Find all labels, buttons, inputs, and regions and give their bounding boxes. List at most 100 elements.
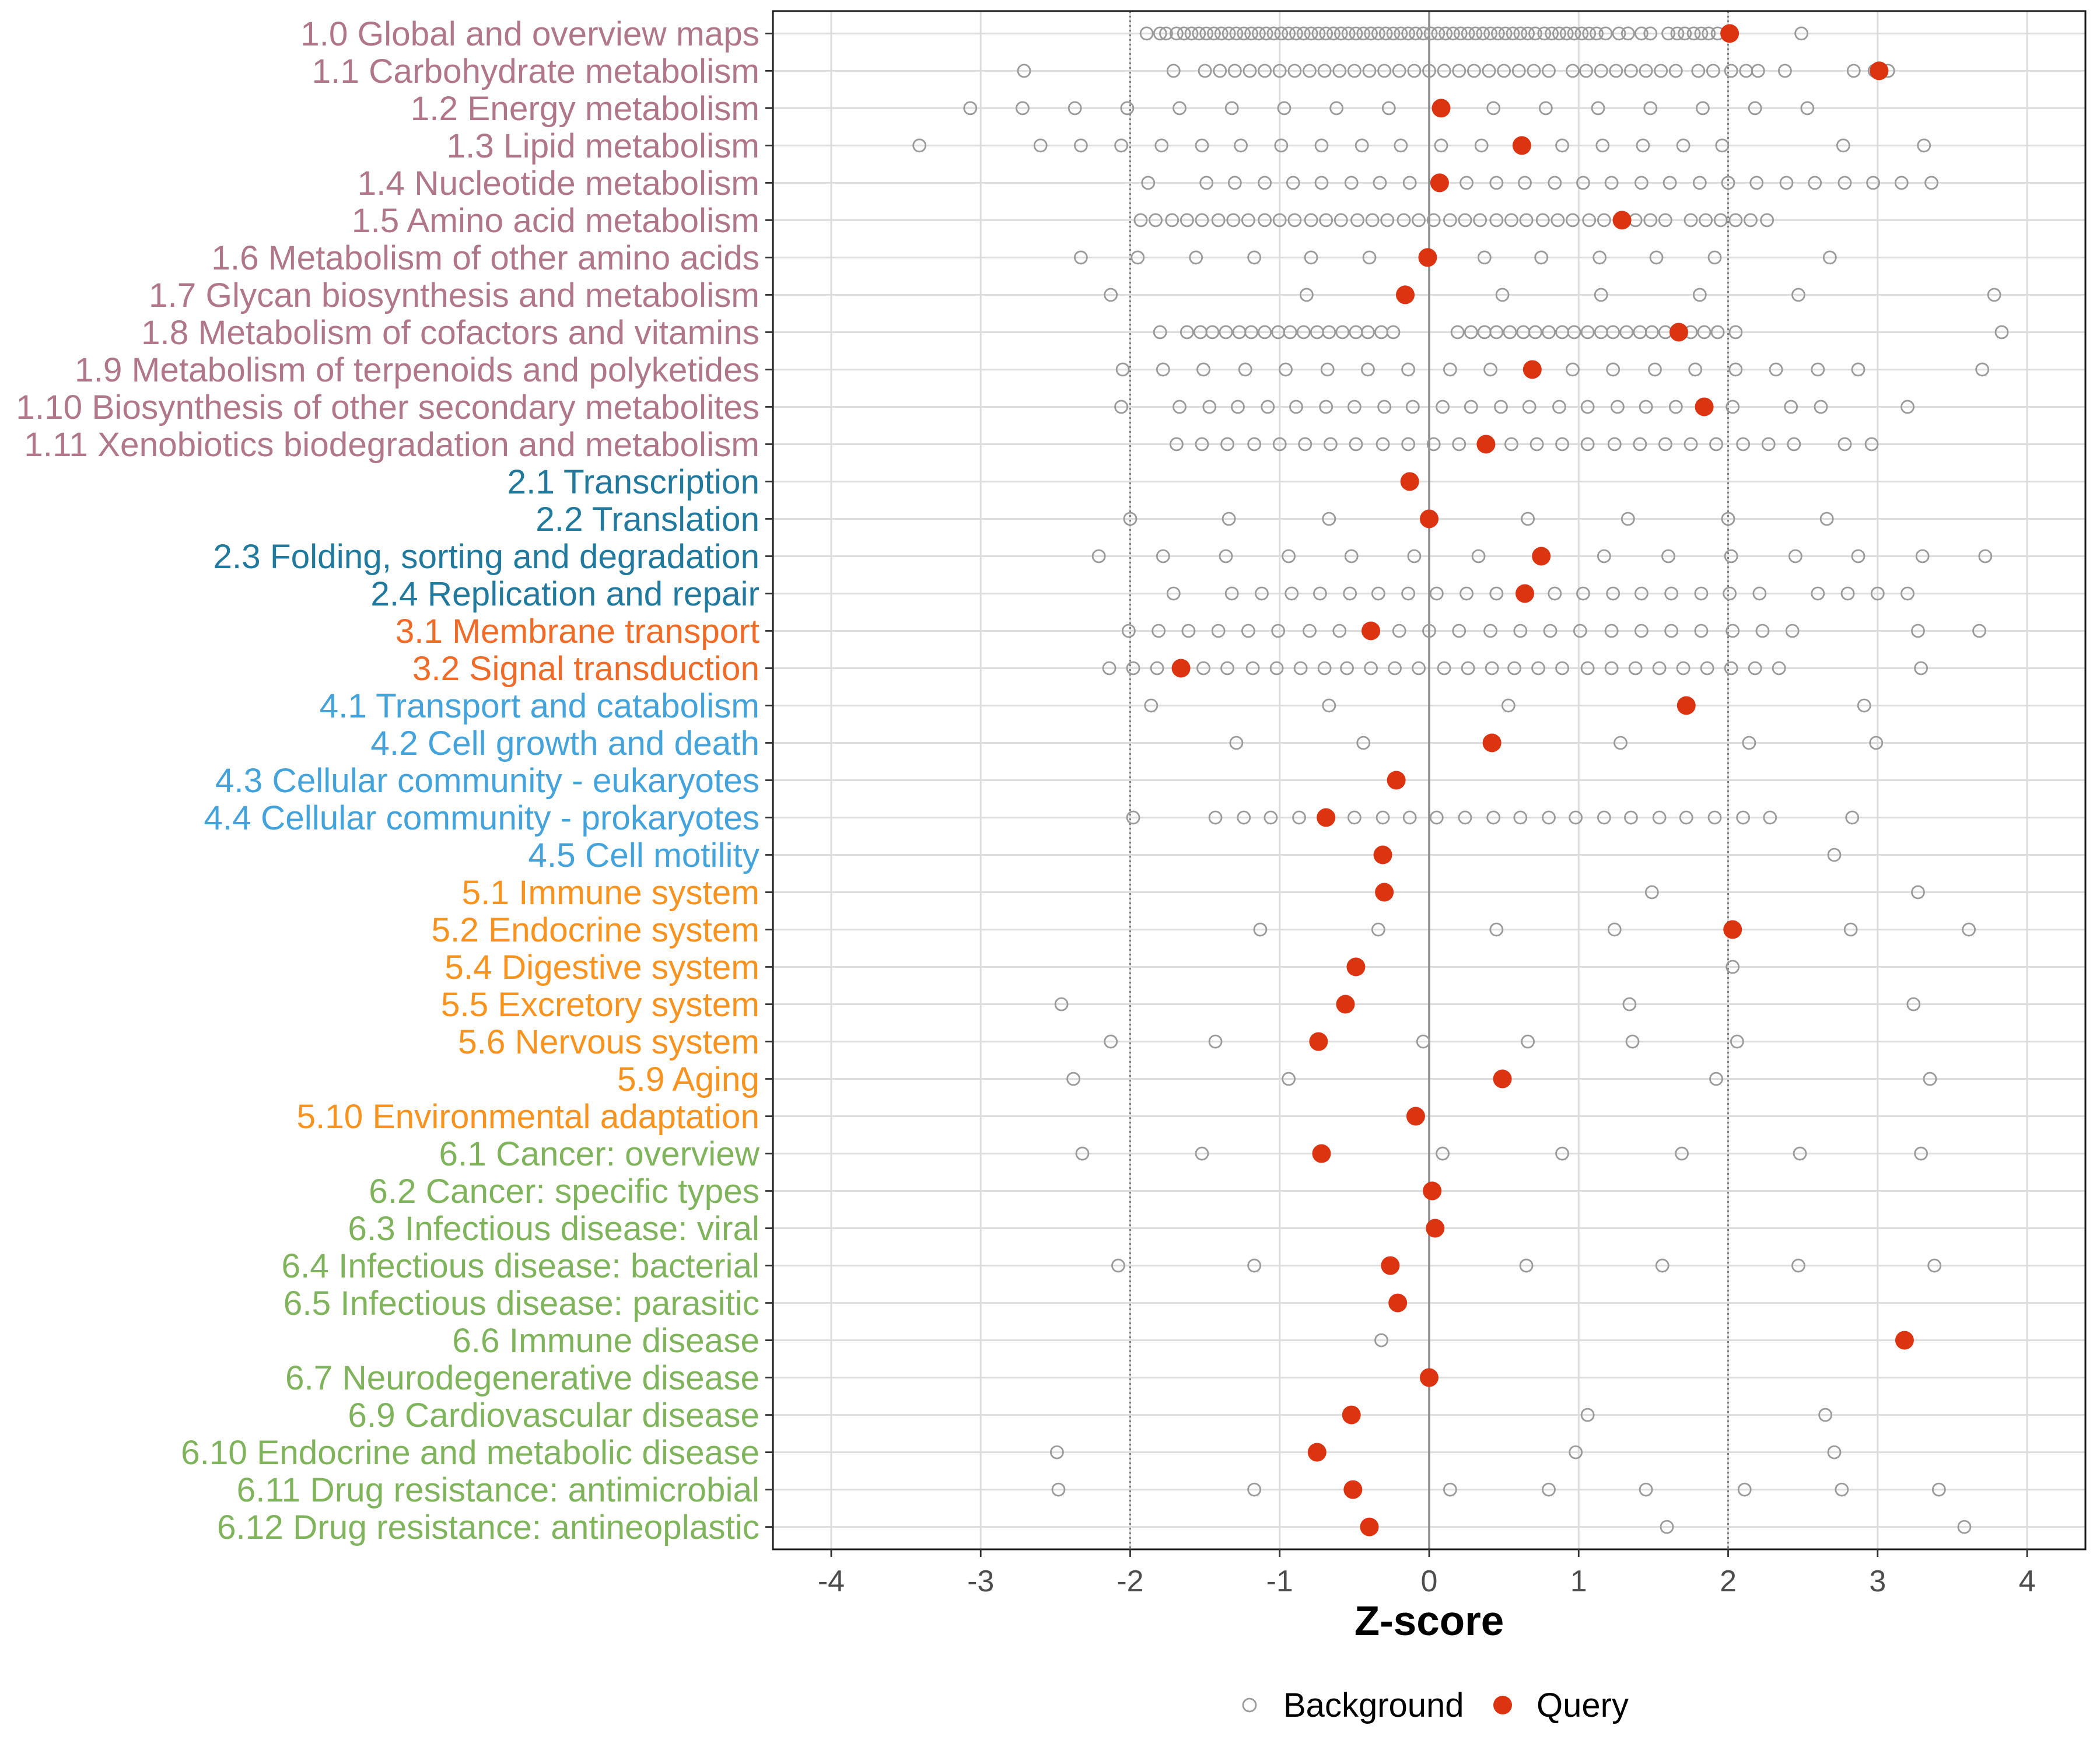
background-point <box>1676 661 1690 676</box>
query-point <box>1432 99 1451 118</box>
background-point <box>1788 549 1803 564</box>
background-point <box>1707 250 1722 265</box>
query-point <box>1381 1256 1400 1275</box>
background-point <box>1247 1482 1262 1497</box>
background-point <box>1195 1146 1209 1161</box>
background-point <box>1332 64 1347 78</box>
background-point <box>1349 437 1363 452</box>
background-point <box>1548 176 1562 190</box>
query-point <box>1420 1368 1438 1387</box>
background-point <box>1156 549 1170 564</box>
background-point <box>1614 736 1628 750</box>
background-point <box>1436 400 1450 414</box>
background-point <box>1769 362 1783 377</box>
background-point <box>1787 437 1801 452</box>
background-point <box>1794 26 1808 41</box>
background-point <box>1314 176 1329 190</box>
background-point <box>1416 26 1430 41</box>
background-point <box>1224 101 1239 116</box>
background-point <box>1195 437 1209 452</box>
background-point <box>1843 922 1858 937</box>
background-point <box>1528 26 1542 41</box>
background-point <box>1975 362 1990 377</box>
background-point <box>1213 64 1227 78</box>
query-point <box>1171 659 1191 678</box>
background-point <box>1241 213 1255 228</box>
background-point <box>1066 1072 1080 1086</box>
background-point <box>1244 325 1258 340</box>
y-tick-label: 1.11 Xenobiotics biodegradation and meta… <box>24 426 760 464</box>
background-point <box>1468 26 1483 41</box>
background-point <box>1362 250 1377 265</box>
background-point <box>1247 1258 1262 1273</box>
background-point <box>1694 624 1709 638</box>
background-point <box>1202 400 1217 414</box>
background-point <box>1676 138 1690 153</box>
background-point <box>1625 1034 1640 1049</box>
y-tick-label: 4.2 Cell growth and death <box>370 724 760 762</box>
background-point <box>1535 213 1550 228</box>
background-point <box>1416 1034 1430 1049</box>
query-point <box>1406 1107 1425 1126</box>
background-point <box>1700 661 1714 676</box>
background-point <box>1555 138 1569 153</box>
background-point <box>1222 512 1236 526</box>
y-tick-label: 1.3 Lipid metabolism <box>446 127 760 165</box>
background-point <box>1528 325 1542 340</box>
background-point <box>1272 213 1287 228</box>
y-tick-label: 4.1 Transport and catabolism <box>320 687 760 725</box>
background-point <box>1709 437 1723 452</box>
background-point <box>1736 810 1751 825</box>
background-point <box>1405 400 1420 414</box>
background-point <box>1721 512 1735 526</box>
background-point <box>1644 885 1659 900</box>
background-point <box>1452 624 1466 638</box>
background-point <box>1555 437 1569 452</box>
background-point <box>1728 325 1743 340</box>
background-point <box>1401 586 1416 601</box>
query-point <box>1512 136 1531 155</box>
background-point <box>1538 101 1553 116</box>
background-point <box>1114 138 1128 153</box>
background-point <box>1340 661 1354 676</box>
background-point <box>1748 101 1762 116</box>
x-tick-label: 0 <box>1421 1564 1438 1598</box>
background-point <box>1606 362 1620 377</box>
background-point <box>1139 26 1154 41</box>
y-tick-label: 1.6 Metabolism of other amino acids <box>211 239 760 277</box>
background-point <box>1303 64 1317 78</box>
background-point <box>1634 176 1648 190</box>
background-point <box>1242 64 1257 78</box>
background-point <box>1189 250 1203 265</box>
background-point <box>1634 26 1648 41</box>
x-tick-label: 3 <box>1869 1564 1886 1598</box>
background-point <box>1196 661 1210 676</box>
background-point <box>1388 661 1402 676</box>
y-tick-label: 6.9 Cardiovascular disease <box>348 1396 760 1434</box>
background-point <box>1466 64 1481 78</box>
background-point <box>1513 624 1528 638</box>
background-point <box>1229 26 1244 41</box>
background-point <box>1251 26 1266 41</box>
background-point <box>1668 64 1683 78</box>
query-point <box>1388 1293 1408 1312</box>
background-point <box>1580 1408 1595 1422</box>
background-point <box>1592 250 1607 265</box>
background-point <box>1245 661 1260 676</box>
legend-query-marker <box>1493 1696 1512 1714</box>
background-point <box>1924 176 1938 190</box>
background-point <box>1362 64 1377 78</box>
background-point <box>1580 661 1595 676</box>
x-axis: -4 -3 -2 -1 0 1 2 3 4 <box>818 1549 2036 1598</box>
background-point <box>1914 1146 1929 1161</box>
query-point <box>1669 323 1688 342</box>
background-point <box>1126 661 1140 676</box>
background-point <box>1522 400 1536 414</box>
y-tick-label: 5.2 Endocrine system <box>431 911 760 949</box>
background-point <box>1311 26 1326 41</box>
background-point <box>1555 1146 1569 1161</box>
background-point <box>1464 325 1478 340</box>
background-point <box>1392 624 1406 638</box>
y-tick-label: 1.1 Carbohydrate metabolism <box>312 52 760 90</box>
background-point <box>1319 213 1334 228</box>
